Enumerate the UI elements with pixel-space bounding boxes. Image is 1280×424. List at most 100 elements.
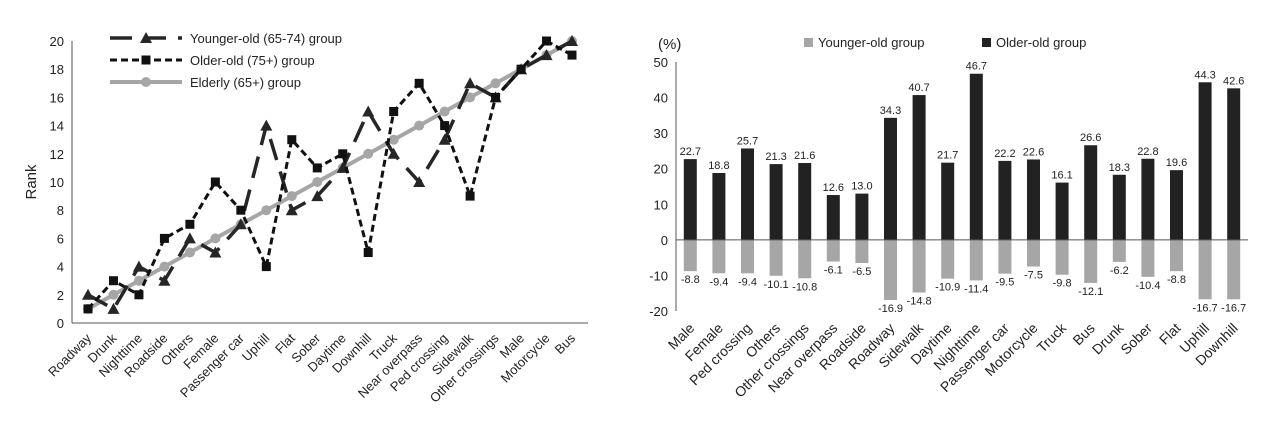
series-1 (83, 36, 577, 314)
data-point (287, 135, 297, 145)
data-point (159, 261, 170, 272)
data-point (363, 248, 373, 257)
legend-label: Younger-old (65-74) group (190, 31, 342, 46)
data-point (465, 191, 475, 201)
y-tick-label: 20 (50, 34, 64, 49)
y-tick-label: 18 (50, 62, 64, 77)
data-label-older-old: 18.8 (708, 160, 729, 172)
data-point (464, 77, 477, 89)
legend-swatch-older-old (982, 38, 991, 47)
data-point (210, 177, 220, 187)
data-point (159, 233, 169, 243)
bar-younger-old (1227, 239, 1241, 300)
data-point (183, 232, 196, 244)
y-tick-label: 0 (57, 316, 64, 331)
bar-younger-old (998, 239, 1012, 274)
data-label-younger-old: -10.9 (935, 282, 960, 294)
data-label-older-old: 21.6 (794, 150, 815, 162)
y-tick-label: 10 (654, 197, 668, 212)
data-label-older-old: 12.6 (823, 182, 844, 194)
bar-older-old (912, 95, 926, 240)
data-label-older-old: 25.7 (737, 135, 758, 147)
bar-older-old (798, 163, 812, 240)
data-point (286, 191, 297, 202)
legend-swatch-marker (141, 55, 151, 65)
data-point (132, 260, 145, 272)
data-point (413, 176, 426, 187)
data-point (439, 106, 450, 117)
bar-older-old (683, 159, 697, 240)
bar-older-old (855, 193, 869, 240)
bar-younger-old (712, 239, 726, 274)
bar-younger-old (884, 239, 897, 300)
y-tick-label: -20 (649, 304, 668, 319)
data-point (440, 121, 450, 131)
bar-older-old (998, 160, 1012, 240)
data-point (362, 105, 375, 117)
data-point (133, 275, 144, 286)
data-label-younger-old: -7.5 (1024, 270, 1043, 282)
data-point (311, 190, 324, 202)
bar-younger-old (912, 239, 926, 293)
rank-line-chart: Rank 02468101214161820RoadwayDrunkNightt… (23, 31, 588, 406)
data-label-older-old: 22.8 (1137, 146, 1158, 158)
data-label-younger-old: -9.8 (1053, 278, 1072, 290)
bar-older-old (1112, 174, 1126, 240)
y-tick-label: 12 (50, 147, 64, 162)
bar-younger-old (855, 239, 869, 263)
data-point (261, 262, 271, 272)
data-point (236, 205, 246, 215)
bar-older-old (826, 195, 840, 240)
data-point (185, 219, 195, 229)
bar-older-old (1170, 170, 1183, 240)
data-point (516, 64, 526, 74)
data-label-older-old: 16.1 (1051, 170, 1072, 182)
data-label-older-old: 22.2 (994, 148, 1015, 160)
x-tick-label: Truck (1034, 319, 1070, 355)
data-point (184, 247, 195, 258)
data-label-younger-old: -6.1 (824, 265, 843, 277)
data-point (338, 149, 348, 159)
data-point (234, 218, 247, 230)
bar-younger-old (969, 239, 983, 281)
data-label-younger-old: -16.9 (878, 303, 903, 315)
data-label-younger-old: -16.7 (1193, 302, 1218, 314)
bar-older-old (712, 172, 726, 240)
data-point (82, 288, 94, 300)
y-tick-label: 8 (57, 203, 64, 218)
bar-older-old (1027, 159, 1040, 240)
data-point (540, 49, 553, 61)
y-tick-label: 2 (57, 288, 64, 303)
data-label-younger-old: -9.5 (995, 277, 1014, 289)
series-2 (83, 36, 577, 314)
data-label-younger-old: -12.1 (1078, 286, 1103, 298)
bar-younger-old (1084, 239, 1098, 283)
bar-younger-old (941, 239, 955, 279)
data-label-younger-old: -11.4 (964, 283, 988, 295)
bar-older-old (1084, 145, 1098, 240)
y-tick-label: 50 (654, 55, 668, 70)
data-label-older-old: 34.3 (880, 105, 901, 117)
data-label-younger-old: -8.8 (681, 274, 700, 286)
data-point (107, 302, 120, 314)
y-tick-label: -10 (649, 268, 668, 283)
data-point (566, 35, 578, 46)
x-tick-label: Drunk (1089, 319, 1127, 357)
data-point (414, 120, 425, 131)
data-point (465, 92, 476, 103)
y-tick-label: 0 (661, 233, 668, 248)
bar-older-old (741, 148, 754, 240)
y-tick-label: 6 (57, 231, 64, 246)
bar-younger-old (1198, 239, 1212, 300)
data-point (363, 148, 374, 159)
data-label-older-old: 21.3 (765, 151, 786, 163)
data-label-older-old: 40.7 (908, 82, 929, 94)
y-tick-label: 4 (57, 260, 64, 275)
x-tick-label: Bus (552, 330, 579, 357)
bar-younger-old (769, 239, 783, 276)
data-label-older-old: 22.6 (1023, 146, 1044, 158)
legend-label: Elderly (65+) group (190, 75, 301, 90)
x-tick-label: Uphill (239, 330, 273, 364)
y-tick-label: 14 (50, 119, 64, 134)
